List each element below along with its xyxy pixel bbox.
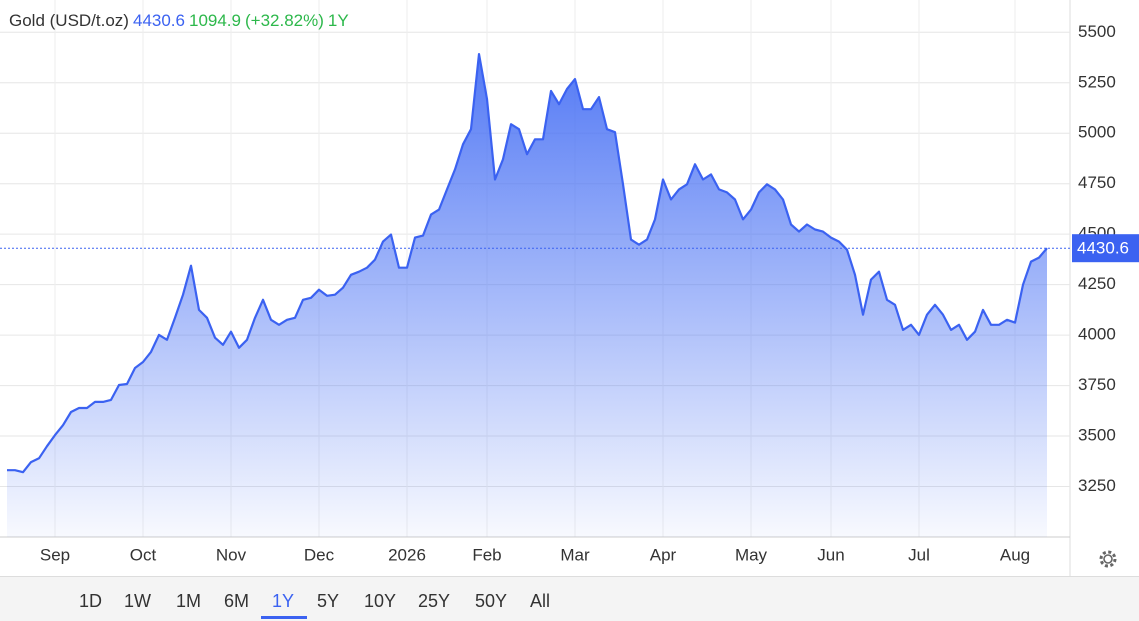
- change-percent: (+32.82%): [244, 11, 324, 30]
- y-tick-label: 5000: [1078, 123, 1116, 142]
- range-button[interactable]: All: [530, 591, 551, 611]
- y-tick-label: 4750: [1078, 173, 1116, 192]
- title: Gold (USD/t.oz): [9, 11, 129, 30]
- y-tick-label: 3750: [1078, 375, 1116, 394]
- range-button[interactable]: 1M: [176, 591, 202, 611]
- x-tick-label: May: [735, 545, 768, 564]
- x-tick-label: Sep: [40, 545, 70, 564]
- x-tick-label: Mar: [560, 545, 590, 564]
- x-tick-label: Jul: [908, 545, 930, 564]
- x-tick-label: Nov: [216, 545, 247, 564]
- x-tick-label: Apr: [650, 545, 677, 564]
- y-tick-label: 3500: [1078, 426, 1116, 445]
- price-line: [7, 53, 1048, 474]
- header: Gold (USD/t.oz) 4430.6 1094.9 (+32.82%) 1Y: [9, 11, 353, 31]
- x-tick-label: Aug: [1000, 545, 1030, 564]
- y-tick-label: 4250: [1078, 274, 1116, 293]
- range-bar: 1D 1W 1M 6M 1Y 5Y 10Y 25Y 50Y All: [0, 576, 1139, 621]
- gear-teeth[interactable]: [1099, 550, 1117, 568]
- x-tick-label: 2026: [388, 545, 426, 564]
- range-button[interactable]: 1W: [124, 591, 151, 611]
- period: 1Y: [327, 11, 349, 30]
- range-button[interactable]: 50Y: [475, 591, 508, 611]
- last-value: 4430.6: [132, 11, 185, 30]
- range-button[interactable]: 1Y: [272, 591, 295, 611]
- range-button[interactable]: 5Y: [317, 591, 340, 611]
- area-fill: [7, 54, 1047, 537]
- range-button[interactable]: 1D: [79, 591, 103, 611]
- x-tick-label: Dec: [304, 545, 335, 564]
- range-button[interactable]: 6M: [224, 591, 250, 611]
- x-tick-label: Jun: [817, 545, 844, 564]
- y-tick-label: 3250: [1078, 476, 1116, 495]
- last-value-label: 4430.6: [1077, 239, 1129, 258]
- chart: 3250350037504000425045004750500052505500…: [0, 0, 1139, 576]
- active-underline: [261, 616, 307, 619]
- x-tick-label: Feb: [472, 545, 501, 564]
- y-tick-label: 5250: [1078, 72, 1116, 91]
- change: 1094.9: [188, 11, 241, 30]
- x-tick-label: Oct: [130, 545, 157, 564]
- range-button[interactable]: 25Y: [418, 591, 451, 611]
- settings-icon[interactable]: [1099, 550, 1117, 568]
- last-value-badge: [1072, 234, 1139, 263]
- y-tick-label: 5500: [1078, 22, 1116, 41]
- gear-core[interactable]: [1103, 554, 1113, 564]
- range-button[interactable]: 10Y: [364, 591, 397, 611]
- y-tick-label: 4000: [1078, 325, 1116, 344]
